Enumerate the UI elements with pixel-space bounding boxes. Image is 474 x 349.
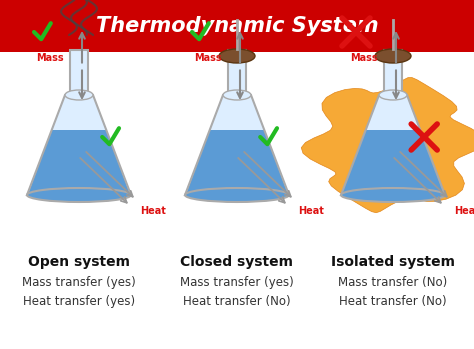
Polygon shape — [210, 95, 264, 130]
Text: Mass transfer (No): Mass transfer (No) — [338, 276, 447, 289]
Text: Isolated system: Isolated system — [331, 255, 455, 269]
Polygon shape — [52, 95, 106, 130]
Text: Mass transfer (yes): Mass transfer (yes) — [22, 276, 136, 289]
Ellipse shape — [223, 90, 251, 100]
Ellipse shape — [375, 49, 411, 63]
Text: Thermodynamic System: Thermodynamic System — [96, 16, 378, 36]
Text: Open system: Open system — [28, 255, 130, 269]
Ellipse shape — [341, 188, 445, 202]
Text: Heat transfer (No): Heat transfer (No) — [339, 295, 447, 308]
Polygon shape — [301, 77, 474, 213]
Text: Mass: Mass — [194, 53, 222, 63]
Ellipse shape — [185, 188, 289, 202]
Bar — [70, 50, 88, 95]
Text: Heat: Heat — [298, 206, 324, 216]
Ellipse shape — [27, 188, 131, 202]
Ellipse shape — [379, 90, 407, 100]
Ellipse shape — [65, 90, 93, 100]
Text: Heat: Heat — [140, 206, 166, 216]
Text: Closed system: Closed system — [181, 255, 293, 269]
Polygon shape — [366, 95, 420, 130]
Text: Heat transfer (yes): Heat transfer (yes) — [23, 295, 135, 308]
Bar — [384, 50, 402, 95]
Bar — [228, 50, 246, 95]
Text: Mass: Mass — [36, 53, 64, 63]
Text: Mass transfer (yes): Mass transfer (yes) — [180, 276, 294, 289]
Text: Heat: Heat — [454, 206, 474, 216]
Ellipse shape — [219, 49, 255, 63]
Polygon shape — [28, 130, 130, 194]
Bar — [0, 0, 474, 52]
Polygon shape — [342, 130, 444, 194]
Text: Mass: Mass — [350, 53, 378, 63]
Text: Heat transfer (No): Heat transfer (No) — [183, 295, 291, 308]
Polygon shape — [186, 130, 288, 194]
